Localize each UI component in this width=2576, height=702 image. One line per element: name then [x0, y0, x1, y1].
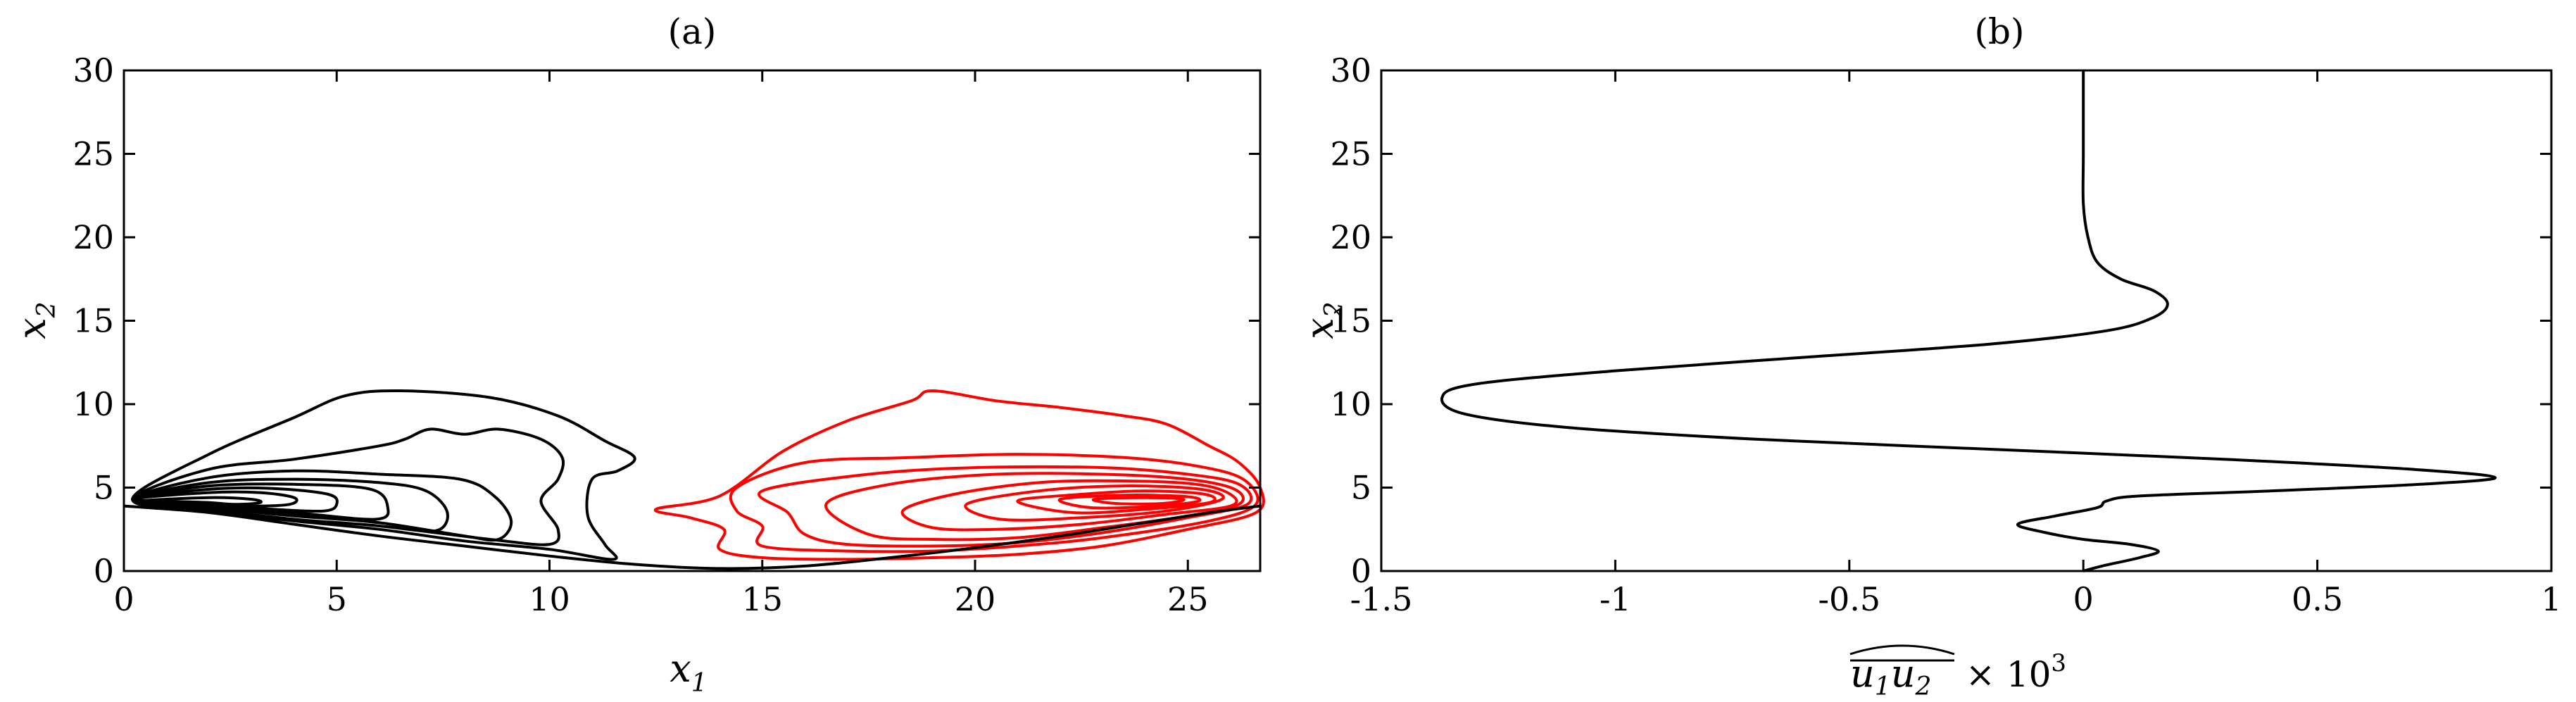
contour-positive-12 — [900, 479, 1238, 532]
panel-a-x-tick-label: 10 — [529, 580, 570, 618]
panel-a-y-tick-label: 30 — [73, 51, 114, 89]
panel-b-y-tick-label: 20 — [1330, 218, 1371, 256]
panel-b-y-tick-label: 15 — [1330, 302, 1371, 340]
panel-b-x-tick-label: 0.5 — [2292, 580, 2343, 618]
panel-b-y-tick-label: 25 — [1330, 135, 1371, 173]
panel-a: (a) 0 5 10 15 20 25 0 5 10 15 20 25 30 x1 x2 — [10, 11, 1265, 698]
panel-a-x-tick-label: 15 — [741, 580, 783, 618]
panel-b-y-ticks: 0 5 10 15 20 25 30 — [1330, 51, 2551, 590]
panel-b-frame — [1380, 69, 2553, 572]
panel-b-x-label-u2: u — [1891, 651, 1916, 696]
panel-a-y-ticks: 0 5 10 15 20 25 30 — [73, 51, 1260, 590]
contour-positive-9 — [729, 453, 1259, 553]
contour-positive-11 — [824, 472, 1245, 541]
contour-positive-8 — [653, 389, 1265, 561]
panel-a-y-tick-label: 25 — [73, 135, 114, 173]
contour-negative-2 — [131, 469, 513, 542]
panel-b-x-tick-label: -1.5 — [1350, 580, 1413, 618]
panel-b-x-tick-label: 1 — [2541, 580, 2561, 618]
panel-b-x-tick-label: -0.5 — [1818, 580, 1880, 618]
contour-positive-15 — [1057, 494, 1202, 510]
panel-a-x-tick-label: 25 — [1167, 580, 1209, 618]
contour-positive-16 — [1091, 496, 1186, 506]
panel-b-y-tick-label: 10 — [1330, 385, 1371, 423]
panel-b-x-ticks: -1.5 -1 -0.5 0 0.5 1 — [1350, 70, 2562, 618]
contour-negative-7 — [139, 496, 263, 506]
panel-b-profile-line — [1440, 70, 2497, 572]
panel-a-x-ticks: 0 5 10 15 20 25 — [113, 70, 1209, 618]
panel-a-y-tick-label: 0 — [94, 552, 114, 590]
panel-a-y-tick-label: 5 — [94, 469, 114, 507]
panel-a-y-tick-label: 10 — [73, 385, 114, 423]
contour-negative-0 — [131, 389, 636, 561]
contour-negative-4 — [131, 482, 390, 521]
panel-a-x-tick-label: 5 — [327, 580, 347, 618]
panel-b-y-tick-label: 5 — [1351, 469, 1371, 507]
panel-a-x-tick-label: 20 — [955, 580, 996, 618]
panel-a-bottom-boundary — [123, 504, 1261, 570]
panel-b-x-label-sub2: 2 — [1914, 672, 1931, 701]
panel-a-x-axis-label: x1 — [670, 646, 707, 698]
panel-b-x-axis-label: u1u2 × 103 — [1849, 644, 2066, 701]
panel-a-y-tick-label: 20 — [73, 218, 114, 256]
panel-b-y-tick-label: 0 — [1351, 552, 1371, 590]
panel-a-title: (a) — [668, 11, 717, 52]
panel-b-x-label-suffix: × 10 — [1966, 654, 2051, 695]
panel-a-x-tick-label: 0 — [113, 580, 134, 618]
panel-a-y-axis-label: x2 — [10, 301, 61, 339]
panel-b-x-label-u1: u — [1850, 651, 1875, 696]
contour-positive-14 — [1016, 489, 1217, 515]
panel-b-x-tick-label: 0 — [2073, 580, 2094, 618]
svg-text:× 103: × 103 — [1966, 649, 2066, 695]
panel-b-x-label-hat — [1849, 644, 1955, 656]
panel-a-y-tick-label: 15 — [73, 302, 114, 340]
panel-b-y-axis-label: x2 — [1298, 301, 1349, 339]
panel-b-x-label-exponent: 3 — [2051, 649, 2066, 677]
panel-b-x-tick-label: -1 — [1600, 580, 1631, 618]
panel-b-x-label-sub1: 1 — [1875, 672, 1891, 701]
svg-text:u1u2: u1u2 — [1850, 651, 1931, 701]
panel-b-y-tick-label: 30 — [1330, 51, 1371, 89]
contour-negative-1 — [131, 427, 565, 546]
contour-positive-13 — [964, 484, 1225, 522]
panel-b-title: (b) — [1974, 11, 2024, 52]
panel-a-contours — [131, 389, 1265, 561]
